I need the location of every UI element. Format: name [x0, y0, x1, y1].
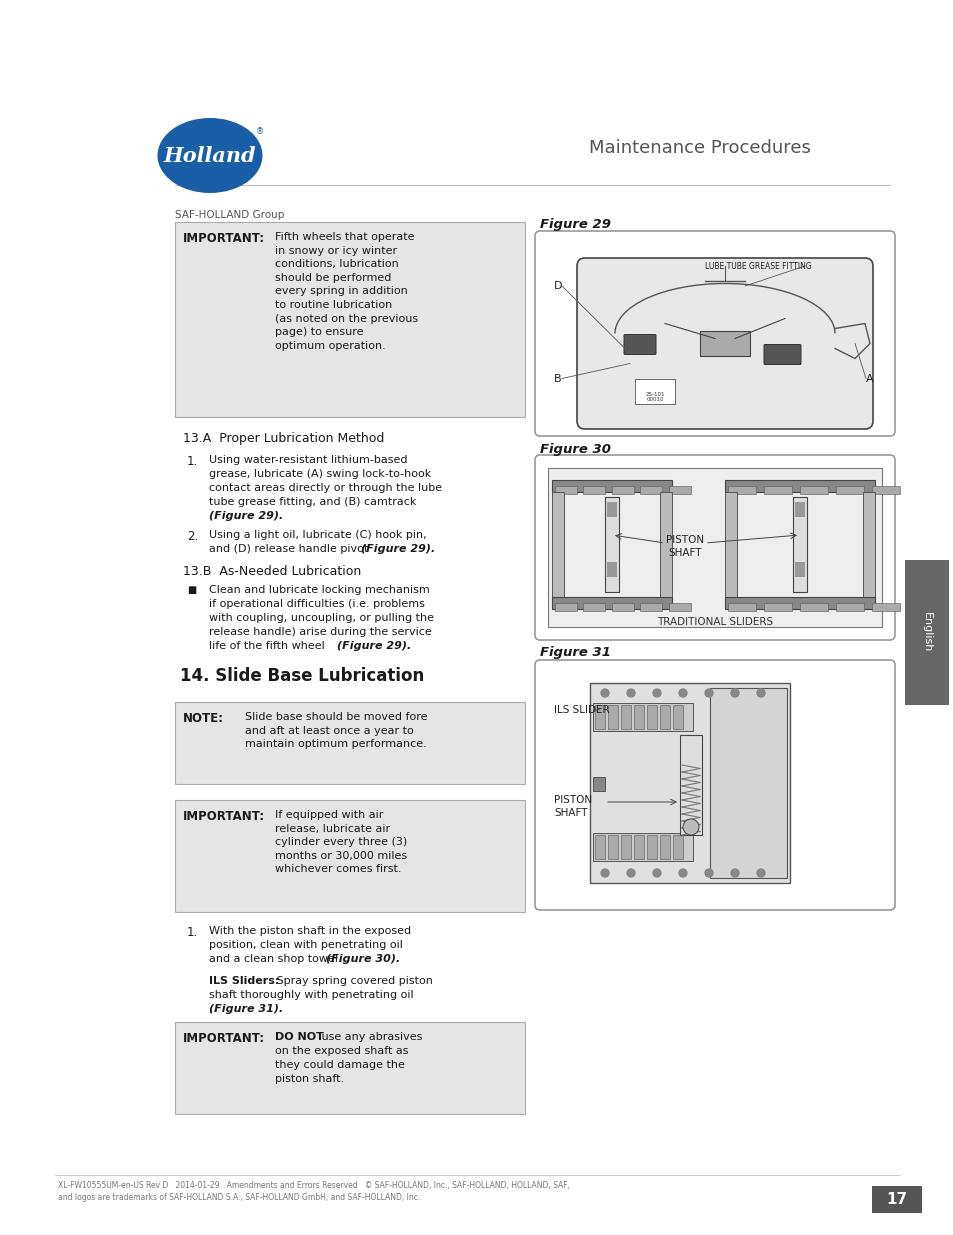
Bar [646, 705, 657, 729]
Circle shape [652, 869, 660, 877]
Bar [709, 688, 786, 878]
Text: Figure 31: Figure 31 [539, 646, 610, 659]
Text: 14. Slide Base Lubrication: 14. Slide Base Lubrication [180, 667, 424, 685]
FancyBboxPatch shape [174, 1023, 524, 1114]
Bar [634, 835, 643, 860]
Text: A: A [865, 373, 873, 384]
Bar [595, 705, 604, 729]
Bar [800, 487, 827, 494]
Bar [724, 597, 874, 609]
Text: they could damage the: they could damage the [274, 1060, 404, 1070]
Bar [668, 603, 690, 611]
Text: XL-FW10555UM-en-US Rev D   2014-01-29   Amendments and Errors Reserved   © SAF-H: XL-FW10555UM-en-US Rev D 2014-01-29 Amen… [58, 1181, 569, 1202]
Bar [646, 835, 657, 860]
Bar [612, 603, 633, 611]
Text: and a clean shop towel: and a clean shop towel [209, 953, 341, 965]
Bar [635, 378, 675, 404]
Text: grease, lubricate (A) swing lock-to-hook: grease, lubricate (A) swing lock-to-hook [209, 469, 431, 479]
Bar [620, 835, 630, 860]
Text: (Figure 29).: (Figure 29). [336, 641, 411, 651]
Bar [595, 835, 604, 860]
Text: ILS Sliders:: ILS Sliders: [209, 976, 279, 986]
Bar [639, 487, 661, 494]
Bar [612, 487, 633, 494]
Text: English: English [921, 613, 931, 652]
Bar [724, 480, 874, 492]
Circle shape [757, 869, 764, 877]
Bar [672, 835, 682, 860]
Bar [620, 705, 630, 729]
Bar [794, 501, 804, 517]
Text: Using a light oil, lubricate (C) hook pin,: Using a light oil, lubricate (C) hook pi… [209, 530, 426, 540]
Text: piston shaft.: piston shaft. [274, 1074, 344, 1084]
Bar [727, 487, 755, 494]
FancyBboxPatch shape [535, 659, 894, 910]
Text: ■: ■ [187, 585, 196, 595]
Bar [634, 705, 643, 729]
Bar [552, 597, 671, 609]
FancyBboxPatch shape [535, 231, 894, 436]
Bar [794, 562, 804, 577]
Text: (Figure 30).: (Figure 30). [326, 953, 400, 965]
Bar [607, 705, 618, 729]
Bar [679, 735, 701, 835]
Text: Using water-resistant lithium-based: Using water-resistant lithium-based [209, 454, 407, 466]
Text: shaft thoroughly with penetrating oil: shaft thoroughly with penetrating oil [209, 990, 414, 1000]
Bar [668, 487, 690, 494]
Bar [593, 777, 604, 790]
Circle shape [600, 689, 608, 697]
Bar [835, 603, 862, 611]
Text: 13.A  Proper Lubrication Method: 13.A Proper Lubrication Method [183, 432, 384, 445]
Text: ILS SLIDER: ILS SLIDER [554, 705, 609, 715]
Bar [835, 487, 862, 494]
Bar [639, 603, 661, 611]
Circle shape [626, 689, 635, 697]
Text: Holland: Holland [164, 146, 256, 165]
Bar [724, 492, 737, 601]
Bar [555, 487, 577, 494]
Text: DO NOT: DO NOT [274, 1032, 323, 1042]
Circle shape [704, 689, 712, 697]
Text: ®: ® [255, 127, 264, 137]
Text: 25-101
00010: 25-101 00010 [644, 391, 664, 403]
Circle shape [704, 869, 712, 877]
Text: With the piston shaft in the exposed: With the piston shaft in the exposed [209, 926, 411, 936]
Bar [659, 492, 671, 601]
Circle shape [626, 869, 635, 877]
Text: 1.: 1. [187, 454, 198, 468]
Bar [604, 496, 618, 592]
Text: and (D) release handle pivot: and (D) release handle pivot [209, 543, 372, 555]
Circle shape [679, 869, 686, 877]
Text: life of the fifth wheel: life of the fifth wheel [209, 641, 332, 651]
Text: Figure 29: Figure 29 [539, 219, 610, 231]
Text: IMPORTANT:: IMPORTANT: [183, 232, 265, 245]
Bar [606, 501, 617, 517]
Text: (Figure 29).: (Figure 29). [209, 511, 283, 521]
Bar [904, 559, 948, 705]
Circle shape [679, 689, 686, 697]
Bar [593, 832, 692, 861]
FancyBboxPatch shape [174, 800, 524, 911]
Text: Fifth wheels that operate
in snowy or icy winter
conditions, lubrication
should : Fifth wheels that operate in snowy or ic… [274, 232, 417, 351]
Text: tube grease fitting, and (B) camtrack: tube grease fitting, and (B) camtrack [209, 496, 416, 508]
Circle shape [757, 689, 764, 697]
Text: If equipped with air
release, lubricate air
cylinder every three (3)
months or 3: If equipped with air release, lubricate … [274, 810, 407, 874]
Bar [792, 496, 806, 592]
Text: Clean and lubricate locking mechanism: Clean and lubricate locking mechanism [209, 585, 429, 595]
Text: IMPORTANT:: IMPORTANT: [183, 810, 265, 823]
Text: position, clean with penetrating oil: position, clean with penetrating oil [209, 940, 402, 950]
Circle shape [682, 819, 699, 835]
Bar [659, 835, 669, 860]
Bar [672, 705, 682, 729]
Circle shape [730, 689, 739, 697]
Bar [607, 835, 618, 860]
Text: (Figure 31).: (Figure 31). [209, 1004, 283, 1014]
Text: SAF-HOLLAND Group: SAF-HOLLAND Group [174, 210, 284, 220]
Bar [552, 480, 671, 492]
Text: PISTON: PISTON [554, 795, 592, 805]
Text: D: D [554, 282, 562, 291]
Bar [659, 705, 669, 729]
Text: B: B [554, 373, 561, 384]
Text: 2.: 2. [187, 530, 198, 543]
Text: Figure 30: Figure 30 [539, 443, 610, 456]
